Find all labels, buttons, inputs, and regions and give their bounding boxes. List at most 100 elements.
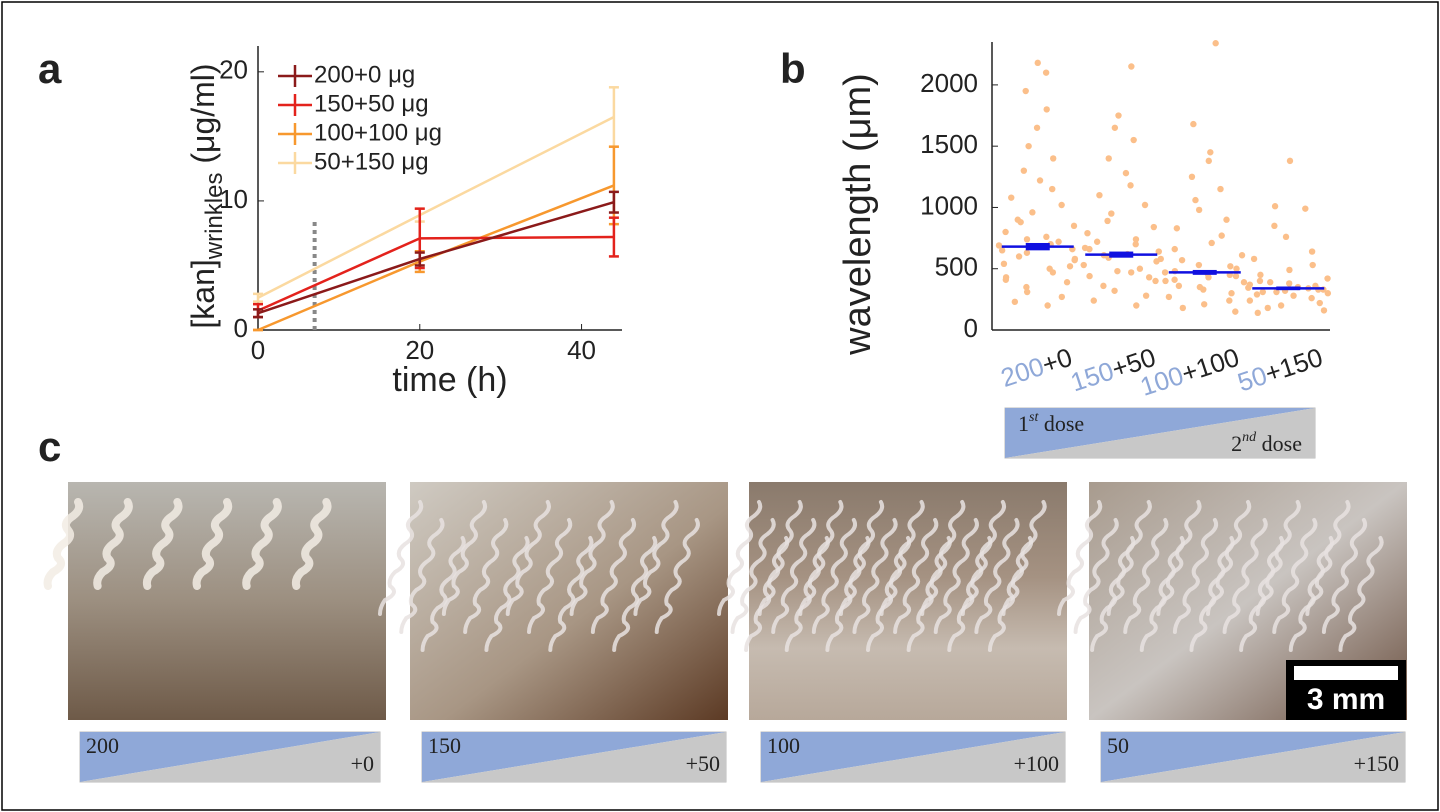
data-point (1023, 283, 1030, 291)
second-dose-wedge (1005, 408, 1315, 458)
wrinkle (527, 518, 573, 634)
data-point (1050, 155, 1057, 162)
panel-label: c (38, 423, 61, 470)
data-point (1000, 260, 1008, 268)
data-point (1173, 225, 1181, 232)
data-point (1226, 297, 1233, 304)
data-point (995, 242, 1003, 249)
data-point (1250, 255, 1258, 263)
wrinkle (784, 536, 830, 652)
second-dose-wedge (80, 732, 380, 782)
data-point (1175, 282, 1183, 290)
data-point (1316, 299, 1323, 307)
wrinkle (811, 518, 858, 634)
data-point (1205, 157, 1212, 165)
wrinkle (548, 536, 594, 652)
data-point (1218, 232, 1225, 239)
error-bar (608, 190, 619, 214)
wrinkle (1222, 518, 1268, 634)
data-point (1022, 87, 1029, 95)
wrinkle (906, 536, 952, 652)
wrinkle (1073, 518, 1119, 634)
data-point (1254, 309, 1261, 317)
data-point (1025, 142, 1032, 150)
wrinkle (893, 518, 939, 634)
wrinkle (852, 518, 898, 634)
y-tick-label: 0 (234, 313, 248, 343)
error-bar (608, 86, 619, 148)
wrinkle (420, 536, 466, 652)
x-tick-label: 0 (251, 335, 265, 365)
data-point (1286, 266, 1293, 274)
wrinkle (933, 518, 979, 634)
data-point (1002, 276, 1010, 283)
data-point (1141, 201, 1149, 209)
data-point (1122, 169, 1130, 177)
dose-second: +50 (686, 751, 720, 776)
data-point (1127, 182, 1134, 189)
data-point (1256, 277, 1264, 285)
y-tick-label: 500 (935, 252, 978, 282)
data-point (1043, 106, 1050, 113)
data-point (1150, 223, 1158, 231)
data-point (1096, 191, 1103, 199)
wrinkle (1272, 518, 1318, 634)
y-tick-label: 2000 (920, 68, 978, 98)
data-point (1136, 265, 1144, 272)
data-point (1217, 185, 1224, 193)
wrinkle (825, 536, 871, 652)
data-point (1238, 252, 1246, 259)
wrinkle (798, 500, 844, 616)
data-point (1133, 302, 1140, 309)
wrinkle (1206, 500, 1252, 616)
wrinkle (1189, 536, 1235, 652)
wrinkle (1057, 500, 1103, 616)
wrinkle (1106, 500, 1152, 616)
wrinkle (879, 500, 925, 616)
x-tick-label: 50+150 (1234, 342, 1326, 398)
data-point (1008, 194, 1015, 201)
data-point (1049, 185, 1056, 193)
data-point (1273, 288, 1280, 296)
data-point (1115, 112, 1122, 119)
wrinkle (291, 498, 332, 590)
data-point (1324, 290, 1332, 297)
data-point (1240, 279, 1248, 286)
data-point (1308, 294, 1315, 302)
data-point (1084, 229, 1091, 237)
data-point (1036, 177, 1044, 184)
data-point (1155, 248, 1162, 255)
data-point (1011, 298, 1019, 306)
wrinkle (399, 518, 445, 634)
photo (410, 482, 728, 720)
wrinkle (960, 500, 1007, 616)
wrinkle (1305, 500, 1351, 616)
data-point (1130, 136, 1137, 144)
dose-second: +100 (1014, 751, 1059, 776)
data-point (1165, 293, 1173, 301)
wrinkle (1139, 536, 1185, 652)
data-point (1320, 307, 1328, 314)
data-point (1128, 63, 1135, 70)
data-point (1152, 277, 1159, 285)
data-point (1208, 239, 1215, 247)
wrinkle (1255, 500, 1301, 616)
wrinkle (633, 500, 679, 616)
data-point (1063, 279, 1071, 286)
data-point (1034, 59, 1041, 67)
data-point (1232, 272, 1240, 280)
panel-label: a (38, 45, 62, 92)
data-point (1070, 222, 1078, 230)
data-point (1111, 124, 1119, 131)
data-point (1188, 173, 1196, 181)
data-point (1015, 253, 1023, 260)
scale-bar (1294, 666, 1398, 680)
data-point (1195, 261, 1203, 269)
data-point (1228, 290, 1235, 297)
dose-first: 200 (86, 733, 119, 758)
data-point (1179, 304, 1187, 312)
data-point (1090, 297, 1097, 304)
data-point (1286, 157, 1294, 165)
data-point (1178, 256, 1186, 264)
